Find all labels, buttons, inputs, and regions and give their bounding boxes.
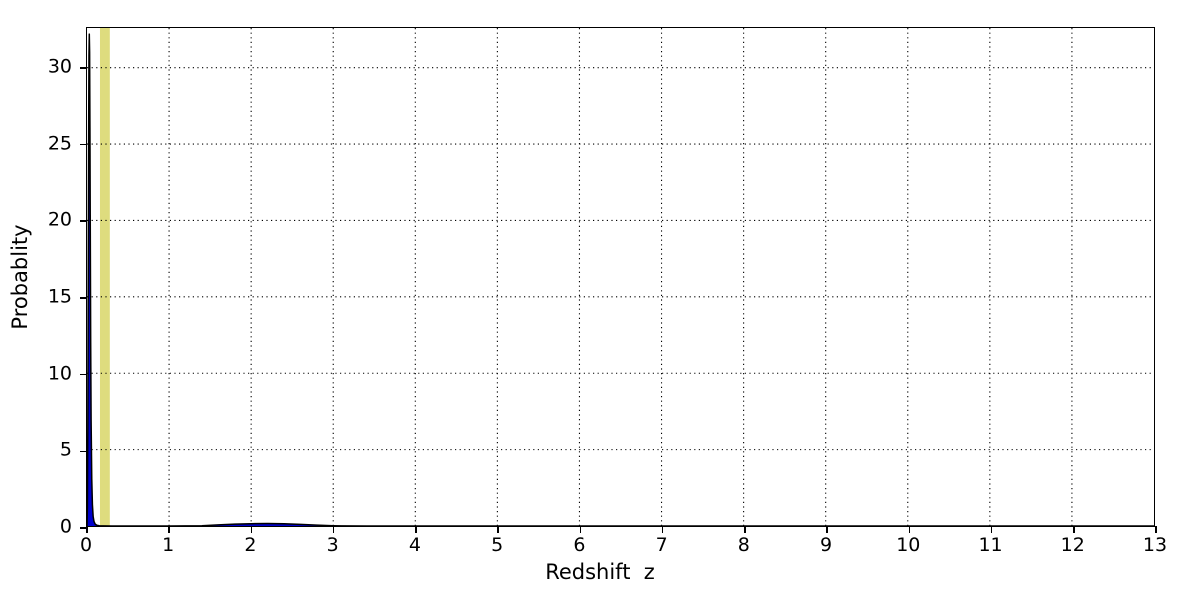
x-tick-mark	[579, 526, 582, 533]
y-tick-label: 15	[47, 285, 72, 308]
x-tick-mark	[661, 526, 664, 533]
series-fill-redshift-pdf	[87, 34, 1154, 526]
y-tick-mark	[80, 527, 87, 529]
x-tick-mark	[744, 526, 746, 533]
x-tick-mark	[86, 526, 88, 533]
y-tick-mark	[80, 450, 87, 453]
plot-svg	[87, 28, 1154, 526]
gridlines-group	[87, 28, 1154, 526]
x-tick-label: 13	[1142, 534, 1168, 556]
x-tick-label: 8	[737, 534, 750, 556]
x-tick-label: 11	[978, 534, 1003, 556]
y-tick-mark	[80, 143, 87, 146]
x-tick-label: 10	[896, 534, 921, 556]
x-tick-mark	[1155, 526, 1157, 533]
data-series-group	[87, 34, 1154, 526]
x-tick-label: 0	[79, 534, 93, 556]
y-tick-mark	[80, 67, 87, 69]
y-tick-mark	[80, 297, 87, 299]
y-tick-label: 10	[47, 362, 72, 385]
x-tick-mark	[168, 526, 171, 533]
y-tick-mark	[80, 220, 87, 223]
y-tick-label: 5	[59, 438, 72, 461]
x-tick-label: 2	[244, 534, 257, 556]
x-tick-mark	[497, 526, 499, 533]
y-tick-label: 0	[59, 515, 72, 538]
vspan-group	[99, 28, 110, 526]
x-tick-label: 1	[162, 534, 175, 556]
x-tick-label: 9	[820, 534, 833, 556]
y-tick-label: 25	[47, 132, 72, 155]
series-line-redshift-pdf	[87, 34, 1154, 526]
x-tick-label: 3	[326, 534, 339, 556]
redshift-marker-band	[99, 28, 110, 526]
x-tick-mark	[332, 526, 335, 533]
y-tick-label: 30	[47, 55, 72, 78]
x-tick-label: 12	[1060, 534, 1085, 556]
x-tick-mark	[908, 526, 911, 533]
x-tick-label: 6	[573, 534, 586, 556]
plot-area	[80, 27, 1157, 533]
x-tick-mark	[826, 526, 828, 533]
x-tick-mark	[990, 526, 993, 533]
x-tick-mark	[415, 526, 417, 533]
y-tick-mark	[80, 373, 87, 376]
x-tick-mark	[1072, 526, 1075, 533]
x-tick-mark	[250, 526, 253, 533]
x-axis-title: Redshift z	[545, 560, 655, 584]
x-tick-label: 4	[408, 534, 421, 556]
y-tick-label: 20	[47, 208, 72, 231]
x-tick-label: 7	[655, 534, 668, 556]
x-tick-label: 5	[491, 534, 504, 556]
